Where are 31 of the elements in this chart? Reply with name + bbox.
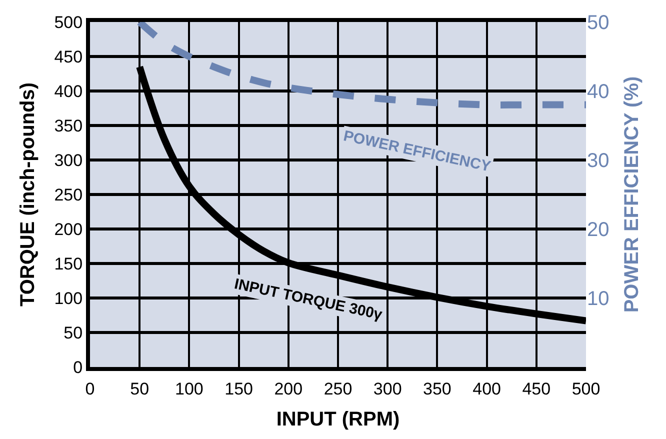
y-tick-label: 250 [54,185,83,204]
x-tick-label: 200 [274,379,303,398]
x-tick-label: 250 [324,379,352,398]
y2-tick-label: 10 [587,288,610,310]
annotation: INPUT TORQUE 300γ [232,276,384,324]
y2-tick-label: 20 [587,219,610,241]
y-tick-label: 50 [64,323,83,342]
y2-tick-label: 40 [587,81,610,103]
y2-tick-label: 50 [587,12,610,34]
y-tick-label: 350 [54,116,83,136]
y-tick-label: 0 [73,358,83,377]
y-tick-label: 200 [54,220,83,239]
x-axis-title: INPUT (RPM) [276,408,400,430]
x-tick-label: 150 [224,379,253,398]
y-tick-label: 400 [54,82,83,101]
y-tick-label: 150 [54,254,83,274]
x-tick-label: 350 [423,379,452,398]
x-tick-label: 0 [85,379,95,398]
y-tick-label: 300 [54,150,83,170]
y-tick-label: 450 [54,47,83,66]
y2-tick-label: 30 [587,150,610,172]
y-tick-label: 500 [54,12,83,32]
x-tick-label: 450 [522,379,551,398]
x-tick-label: 400 [472,379,501,398]
x-tick-label: 500 [572,379,600,398]
x-tick-label: 50 [130,379,150,398]
y-tick-label: 100 [54,288,83,308]
x-tick-label: 100 [175,379,204,398]
y2-axis-title: POWER EFFICIENCY (%) [620,76,643,313]
y-axis-title: TORQUE (inch-pounds) [17,82,40,307]
x-tick-label: 300 [373,379,402,398]
